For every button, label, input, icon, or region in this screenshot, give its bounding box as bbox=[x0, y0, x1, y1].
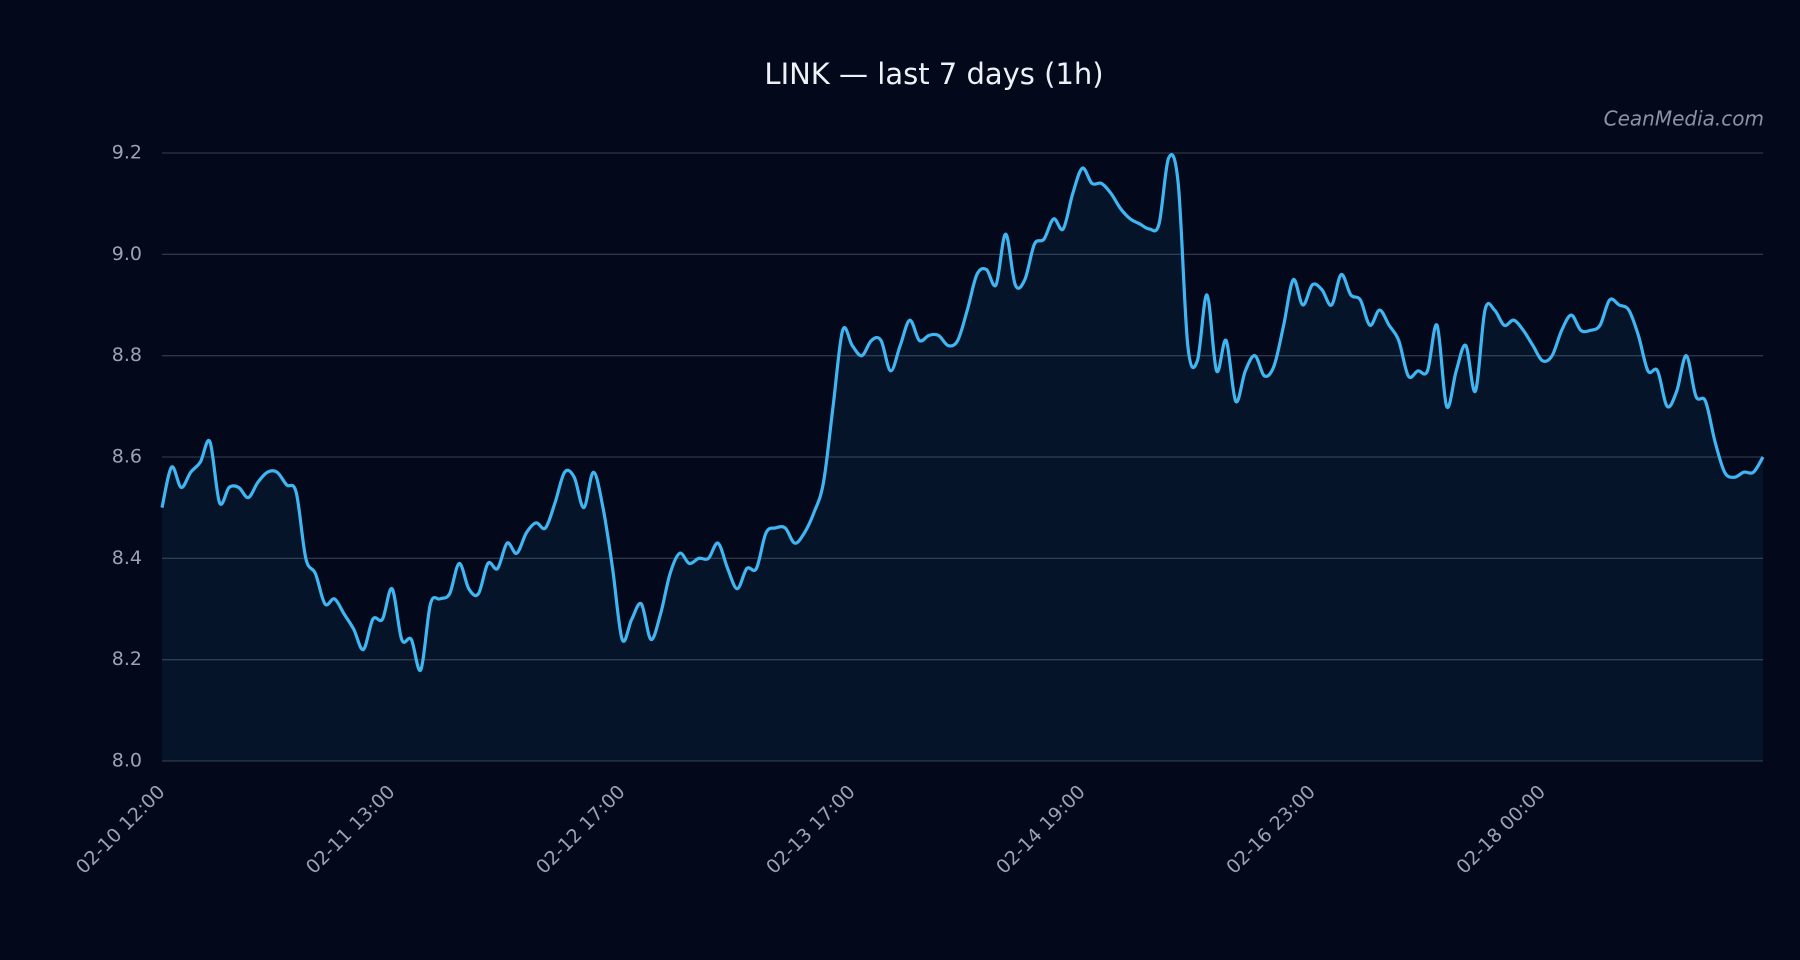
y-tick-label: 9.2 bbox=[112, 142, 142, 164]
y-tick-label: 8.6 bbox=[112, 446, 142, 468]
line bbox=[160, 153, 1765, 672]
y-tick-label: 8.8 bbox=[112, 344, 142, 366]
y-tick-label: 8.0 bbox=[112, 750, 142, 772]
watermark: CeanMedia.com bbox=[1604, 107, 1764, 131]
y-tick-label: 8.2 bbox=[112, 648, 142, 670]
chart-title: LINK — last 7 days (1h) bbox=[764, 57, 1103, 91]
y-tick-label: 9.0 bbox=[112, 243, 142, 265]
y-tick-label: 8.4 bbox=[112, 547, 142, 569]
